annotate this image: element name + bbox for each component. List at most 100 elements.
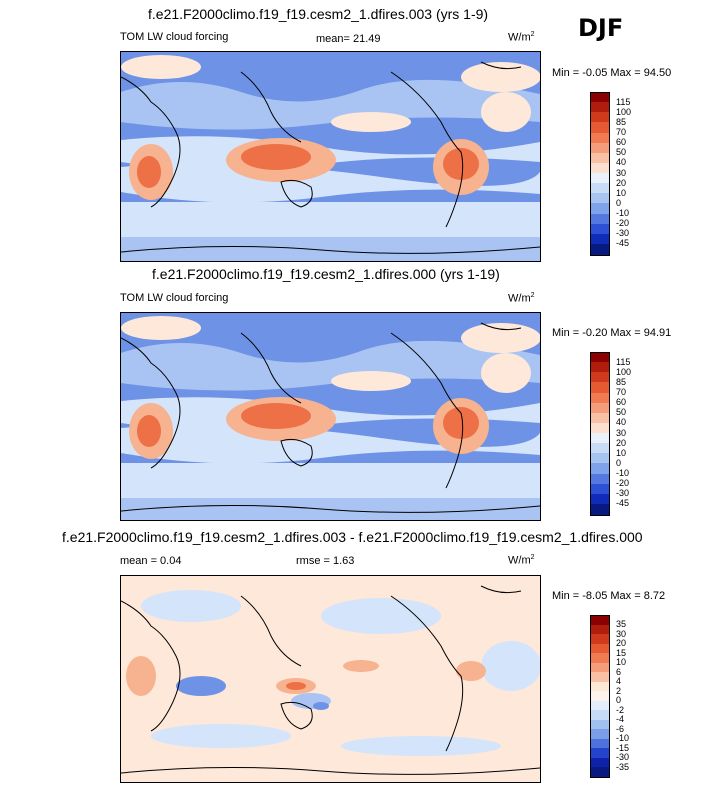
colorbar-swatch [590,662,610,673]
colorbar-swatch [590,691,610,702]
panel-3-map [120,575,541,783]
colorbar-swatch [590,433,610,444]
panel-3-mean-label: mean = 0.04 [120,555,182,567]
colorbar-label: -10 [616,733,630,744]
colorbar-swatch [590,643,610,654]
colorbar-label: 0 [616,197,622,208]
colorbar-label: 15 [616,647,627,658]
colorbar-swatch [590,402,610,414]
colorbar-swatch [590,412,610,424]
colorbar-swatch [590,362,610,373]
colorbar-swatch [590,92,610,104]
colorbar-label: 50 [616,407,627,418]
panel-2-units: W/m2 [508,292,535,305]
colorbar-swatch [590,122,610,133]
colorbar-label: 10 [616,187,627,198]
colorbar-label: 100 [616,106,632,117]
colorbar-label: -30 [616,228,630,239]
colorbar-swatch [590,233,610,245]
colorbar-swatch [590,700,610,711]
panel-3-colorbar: 35 30 20 15 10 6 4 2 0 -2 -4 -6 -10 -15 -30 -35 [590,615,629,779]
colorbar-label: -35 [616,761,630,772]
colorbar-swatch [590,634,610,645]
colorbar-swatch [590,483,610,495]
colorbar-label: 85 [616,376,627,387]
colorbar-label: 2 [616,685,622,696]
colorbar-swatch [590,193,610,204]
colorbar-label: 20 [616,177,627,188]
colorbar-label: 60 [616,397,627,408]
colorbar-label: 6 [616,666,622,677]
colorbar-swatch [590,203,610,214]
colorbar-swatch [590,243,610,256]
colorbar-label: -20 [616,218,630,229]
colorbar-swatch [590,382,610,393]
panel-1-variable-label: TOM LW cloud forcing [120,31,229,43]
colorbar-swatch [590,422,610,434]
panel-3-map-svg [121,576,540,782]
season-label: DJF [578,14,624,42]
colorbar-swatch [590,615,610,627]
panel-2-map-svg [121,313,540,520]
colorbar-label: 10 [616,657,627,668]
colorbar-label: -4 [616,714,625,725]
colorbar-label: -2 [616,704,625,715]
colorbar-swatch [590,767,610,779]
colorbar-swatch [590,748,610,759]
colorbar-label: 20 [616,437,627,448]
colorbar-label: 0 [616,695,622,706]
panel-1-map-svg [121,52,540,261]
panel-1-units: W/m2 [508,31,535,44]
colorbar-swatch [590,493,610,505]
colorbar-swatch [590,719,610,730]
colorbar-label: -45 [616,238,630,249]
colorbar-label: 60 [616,137,627,148]
colorbar-label: -10 [616,208,630,218]
colorbar-swatch [590,710,610,721]
colorbar-label: 10 [616,447,627,458]
panel-3-rmse-label: rmse = 1.63 [296,555,355,567]
panel-1-map [120,51,541,262]
colorbar-label: -45 [616,498,630,509]
panel-2-variable-label: TOM LW cloud forcing [120,292,229,304]
panel-2-title: f.e21.F2000climo.f19_f19.cesm2_1.dfires.… [152,266,500,282]
colorbar-swatch [590,183,610,194]
colorbar-label: 30 [616,167,627,178]
colorbar-swatch [590,132,610,144]
colorbar-swatch [590,173,610,184]
colorbar-swatch [590,729,610,740]
colorbar-swatch [590,503,610,516]
colorbar-swatch [590,152,610,164]
colorbar-swatch [590,653,610,664]
panel-2-colorbar: 115 100 85 70 60 50 40 30 20 10 0 -10 -20 -30 -45 [590,352,631,516]
colorbar-label: 35 [616,619,627,630]
colorbar-swatch [590,372,610,383]
panel-1-title: f.e21.F2000climo.f19_f19.cesm2_1.dfires.… [148,6,489,22]
colorbar-swatch [590,473,610,485]
colorbar-label: 70 [616,387,627,397]
colorbar-label: -30 [616,752,630,763]
colorbar-swatch [590,463,610,474]
colorbar-swatch [590,352,610,364]
panel-2-minmax: Min = -0.20 Max = 94.91 [552,327,672,339]
colorbar-swatch [590,142,610,154]
colorbar-label: 115 [616,96,631,107]
colorbar-label: 40 [616,157,627,168]
colorbar-swatch [590,738,610,749]
colorbar-swatch [590,392,610,404]
colorbar-swatch [590,223,610,235]
panel-1-colorbar: 115 100 85 70 60 50 40 30 20 10 0 -10 -20 -30 -45 [590,92,631,256]
colorbar-label: 70 [616,127,627,137]
panel-2-map [120,312,541,521]
panel-1-minmax: Min = -0.05 Max = 94.50 [552,67,672,79]
colorbar-label: -10 [616,468,630,478]
colorbar-swatch [590,102,610,113]
panel-3-title: f.e21.F2000climo.f19_f19.cesm2_1.dfires.… [62,529,643,545]
colorbar-label: 40 [616,417,627,428]
colorbar-swatch [590,443,610,454]
colorbar-swatch [590,112,610,123]
colorbar-label: -6 [616,723,625,734]
colorbar-label: -30 [616,488,630,499]
colorbar-label: 50 [616,147,627,158]
colorbar-label: 30 [616,628,627,639]
